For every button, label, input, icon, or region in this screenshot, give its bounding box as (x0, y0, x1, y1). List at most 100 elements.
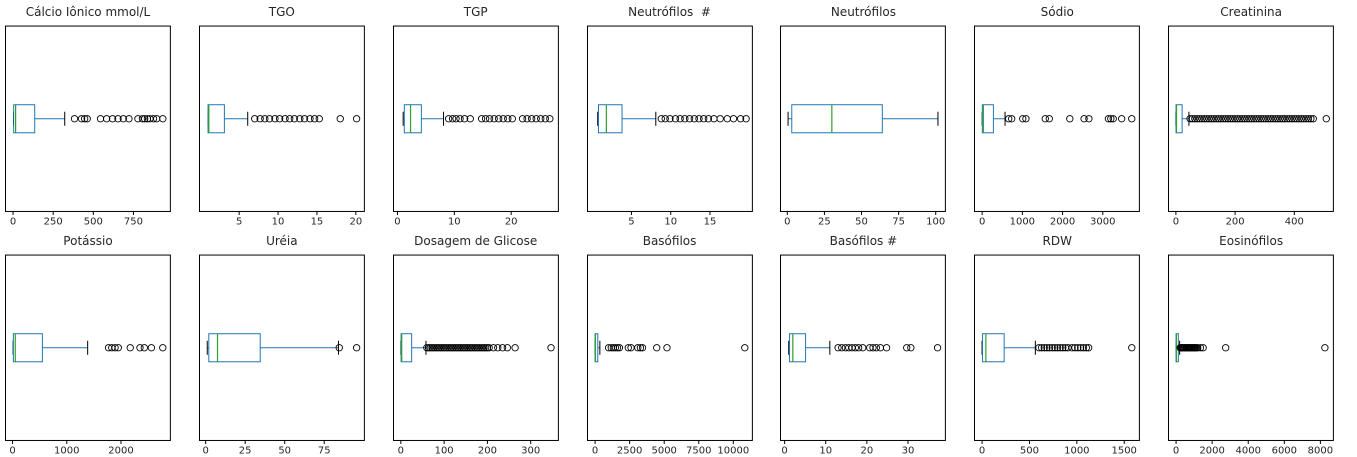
axes-frame (392, 25, 559, 212)
outlier-point (481, 115, 489, 123)
plot-area-basofilos-num: 0 10 20 30 (780, 254, 947, 456)
outlier-point (1241, 115, 1249, 123)
outlier-point (1043, 343, 1051, 351)
outlier-point (1085, 343, 1093, 351)
outliers (1035, 343, 1136, 351)
axes-frame (198, 254, 365, 441)
outlier-point (315, 115, 323, 123)
outlier-point (1085, 115, 1093, 123)
tick-label: 0 (397, 445, 403, 456)
plot-area-sodio: 0 1000 2000 3000 (974, 25, 1141, 227)
outlier-point (1243, 115, 1251, 123)
tick-label: 5 (236, 216, 242, 227)
iqr-box (207, 104, 225, 134)
outlier-point (499, 115, 507, 123)
outlier-point (1080, 115, 1089, 123)
outlier-point (1019, 115, 1027, 123)
outlier-point (306, 115, 314, 123)
outlier-point (1068, 343, 1077, 351)
outlier-point (511, 343, 519, 351)
iqr-box (13, 104, 36, 134)
outliers (657, 115, 750, 123)
outlier-point (1297, 115, 1306, 123)
outlier-point (1309, 115, 1318, 123)
outlier-point (657, 115, 665, 123)
outlier-point (102, 115, 111, 123)
outlier-point (873, 343, 881, 351)
outlier-point (503, 115, 512, 123)
outlier-point (285, 115, 294, 123)
outliers (70, 115, 167, 123)
outliers (1176, 343, 1329, 351)
outlier-point (296, 115, 304, 123)
subplot-title-eosinofilos: Eosinófilos (1219, 233, 1284, 248)
outlier-point (1109, 115, 1118, 123)
tick-label: 2000 (1200, 445, 1225, 456)
outlier-point (149, 115, 158, 123)
subplot-tgo: TGO 5 10 15 20 (194, 0, 388, 229)
outlier-point (1051, 343, 1059, 351)
outlier-point (1281, 115, 1289, 123)
tick-label: 2500 (617, 445, 642, 456)
outlier-point (1262, 115, 1270, 123)
outlier-point (1252, 115, 1261, 123)
subplot-title-dosagem-de-glicose: Dosagem de Glicose (414, 233, 538, 248)
outlier-point (694, 115, 703, 123)
tick-label: 25 (818, 216, 831, 227)
outlier-point (1045, 115, 1054, 123)
tick-label: 15 (310, 216, 323, 227)
outlier-point (1196, 115, 1204, 123)
outlier-point (1295, 115, 1303, 123)
subplot-basofilos: Basófilos 0 2500 5000 7500 10000 (582, 229, 776, 457)
tick-label: 500 (1020, 445, 1039, 456)
subplot-basofilos-num: Basófilos # 0 10 20 30 (775, 229, 969, 457)
outlier-point (1283, 115, 1291, 123)
outlier-point (638, 343, 646, 351)
outlier-point (1215, 115, 1223, 123)
tick-label: 75 (318, 445, 331, 456)
outlier-point (1022, 115, 1030, 123)
outlier-point (729, 115, 737, 123)
tick-label: 20 (861, 445, 874, 456)
axes-frame (4, 25, 171, 212)
outlier-point (1077, 343, 1085, 351)
outlier-point (466, 115, 474, 123)
outlier-point (1212, 115, 1220, 123)
x-axis-ticks: 5 10 15 (628, 211, 716, 227)
outlier-point (1207, 115, 1216, 123)
tick-label: 7500 (686, 445, 711, 456)
outliers (104, 343, 167, 351)
outlier-point (290, 115, 298, 123)
plot-area-rdw: 0 500 1000 1500 (974, 254, 1141, 456)
plot-area-eosinofilos: 0 2000 4000 6000 8000 (1168, 254, 1335, 456)
outlier-point (1046, 343, 1054, 351)
outlier-point (1203, 115, 1211, 123)
outlier-point (485, 343, 493, 351)
tick-label: 10 (664, 216, 677, 227)
whisker-caps (788, 340, 831, 355)
tick-label: 0 (979, 445, 985, 456)
outlier-point (83, 115, 91, 123)
tick-label: 0 (202, 445, 208, 456)
tick-label: 0 (591, 445, 597, 456)
outlier-point (611, 343, 619, 351)
outlier-point (489, 343, 497, 351)
outlier-point (119, 115, 127, 123)
outlier-point (1271, 115, 1280, 123)
axes-frame (780, 254, 947, 441)
outlier-point (1186, 115, 1194, 123)
outlier-point (1257, 115, 1265, 123)
x-axis-ticks: 0 25 50 75 100 (785, 211, 946, 227)
outlier-point (141, 115, 149, 123)
tick-label: 20 (505, 216, 518, 227)
outlier-point (699, 115, 707, 123)
outlier-point (1245, 115, 1254, 123)
outlier-point (1008, 115, 1016, 123)
outlier-point (261, 115, 269, 123)
subplot-title-tgp: TGP (463, 5, 488, 19)
subplot-title-neutrofilos: Neutrófilos (830, 5, 896, 19)
outlier-point (138, 115, 147, 123)
subplot-title-calcio-ionico-mmol-l: Cálcio Iônico mmol/L (25, 5, 151, 19)
outlier-point (1300, 115, 1308, 123)
